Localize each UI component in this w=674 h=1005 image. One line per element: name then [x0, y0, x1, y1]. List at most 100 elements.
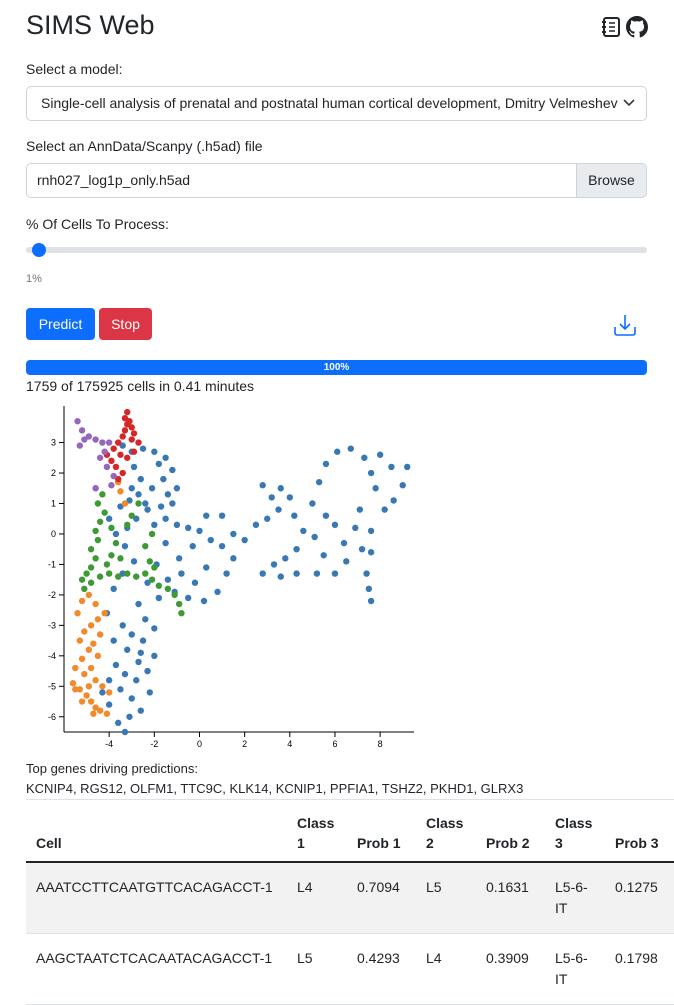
scatter-point: [196, 527, 203, 535]
cells-slider-track[interactable]: [26, 247, 647, 253]
scatter-point: [121, 414, 129, 422]
scatter-point: [139, 637, 147, 644]
scatter-point: [130, 558, 138, 565]
model-label: Select a model:: [26, 61, 123, 77]
scatter-point: [286, 494, 294, 501]
scatter-point: [315, 478, 323, 486]
scatter-point: [94, 536, 102, 544]
scatter-point: [367, 527, 375, 535]
scatter-point: [105, 439, 113, 446]
scatter-point: [200, 597, 208, 605]
y-tick-label: -3: [48, 620, 56, 630]
scatter-point: [108, 457, 115, 465]
scatter-point: [322, 460, 330, 468]
scatter-point: [94, 500, 102, 507]
notebook-icon[interactable]: [600, 16, 622, 38]
scatter-point: [114, 439, 122, 446]
scatter-point: [135, 500, 142, 507]
scatter-point: [151, 448, 158, 455]
scatter-point: [135, 491, 142, 498]
scatter-point: [361, 454, 368, 461]
model-select[interactable]: Single-cell analysis of prenatal and pos…: [26, 86, 647, 121]
browse-button[interactable]: Browse: [576, 164, 646, 197]
scatter-point: [110, 472, 117, 480]
scatter-point: [218, 512, 226, 519]
scatter-point: [334, 448, 341, 455]
scatter-point: [151, 625, 158, 632]
scatter-point: [128, 512, 135, 519]
table-cell: 0.1275: [605, 862, 674, 934]
scatter-point: [74, 609, 81, 617]
y-tick-label: -1: [48, 559, 56, 569]
x-tick-label: 8: [378, 739, 383, 749]
scatter-point: [74, 418, 81, 425]
scatter-point: [105, 689, 113, 696]
scatter-point: [105, 677, 113, 684]
scatter-point: [404, 463, 411, 471]
scatter-point: [69, 680, 77, 687]
scatter-point: [162, 515, 169, 522]
scatter-point: [135, 600, 142, 608]
scatter-point: [162, 539, 169, 547]
scatter-point: [108, 552, 115, 559]
scatter-point: [96, 707, 104, 714]
table-header: Class 1: [287, 805, 347, 863]
scatter-point: [128, 424, 135, 431]
scatter-point: [142, 500, 149, 507]
scatter-point: [144, 579, 151, 586]
scatter-point: [252, 521, 260, 529]
scatter-point: [81, 585, 88, 593]
scatter-point: [151, 652, 158, 660]
scatter-point: [90, 640, 97, 647]
scatter-point: [85, 433, 93, 440]
top-genes-label: Top genes driving predictions:: [26, 761, 198, 776]
scatter-point: [130, 448, 138, 455]
scatter-point: [270, 561, 278, 568]
scatter-point: [105, 515, 113, 522]
scatter-point: [313, 570, 321, 577]
predict-button[interactable]: Predict: [26, 308, 95, 340]
scatter-point: [121, 728, 129, 736]
table-cell: L4: [287, 862, 347, 934]
scatter-point: [259, 570, 266, 577]
download-icon[interactable]: [612, 312, 638, 338]
scatter-point: [101, 509, 108, 516]
scatter-point: [142, 542, 149, 550]
scatter-point: [96, 573, 104, 580]
file-input[interactable]: rnh027_log1p_only.h5ad Browse: [26, 163, 647, 198]
scatter-point: [164, 491, 172, 498]
cells-slider-thumb[interactable]: [32, 243, 46, 257]
github-icon[interactable]: [626, 16, 648, 38]
stop-button[interactable]: Stop: [99, 308, 152, 340]
scatter-point: [146, 558, 154, 565]
scatter-point: [112, 661, 120, 669]
scatter-point: [133, 515, 140, 522]
app-title: SIMS Web: [26, 10, 155, 40]
scatter-point: [135, 658, 142, 666]
scatter-point: [155, 460, 163, 468]
scatter-point: [293, 570, 300, 577]
table-row: AAATCCTTCAATGTTCACAGACCT-1 L4 0.7094 L5 …: [26, 862, 674, 934]
scatter-point: [191, 579, 199, 586]
scatter-point: [105, 701, 113, 708]
table-row: AAGCTAATCTCACAATACAGACCT-1 L5 0.4293 L4 …: [26, 933, 674, 1005]
scatter-point: [121, 427, 129, 434]
scatter-point: [372, 485, 379, 492]
scatter-point: [367, 597, 375, 605]
scatter-point: [126, 713, 133, 720]
scatter-point: [142, 616, 149, 623]
scatter-point: [363, 570, 370, 577]
scatter-point: [117, 503, 124, 510]
y-tick-label: -4: [48, 651, 56, 661]
scatter-point: [390, 497, 397, 504]
scatter-point: [114, 573, 122, 580]
scatter-point: [121, 500, 129, 507]
scatter-point: [81, 436, 88, 443]
scatter-point: [99, 439, 106, 446]
scatter-point: [112, 539, 120, 547]
y-tick-label: 2: [51, 468, 56, 478]
scatter-point: [169, 500, 176, 507]
scatter-point: [230, 530, 237, 538]
scatter-point: [121, 542, 129, 550]
scatter-point: [76, 686, 84, 693]
